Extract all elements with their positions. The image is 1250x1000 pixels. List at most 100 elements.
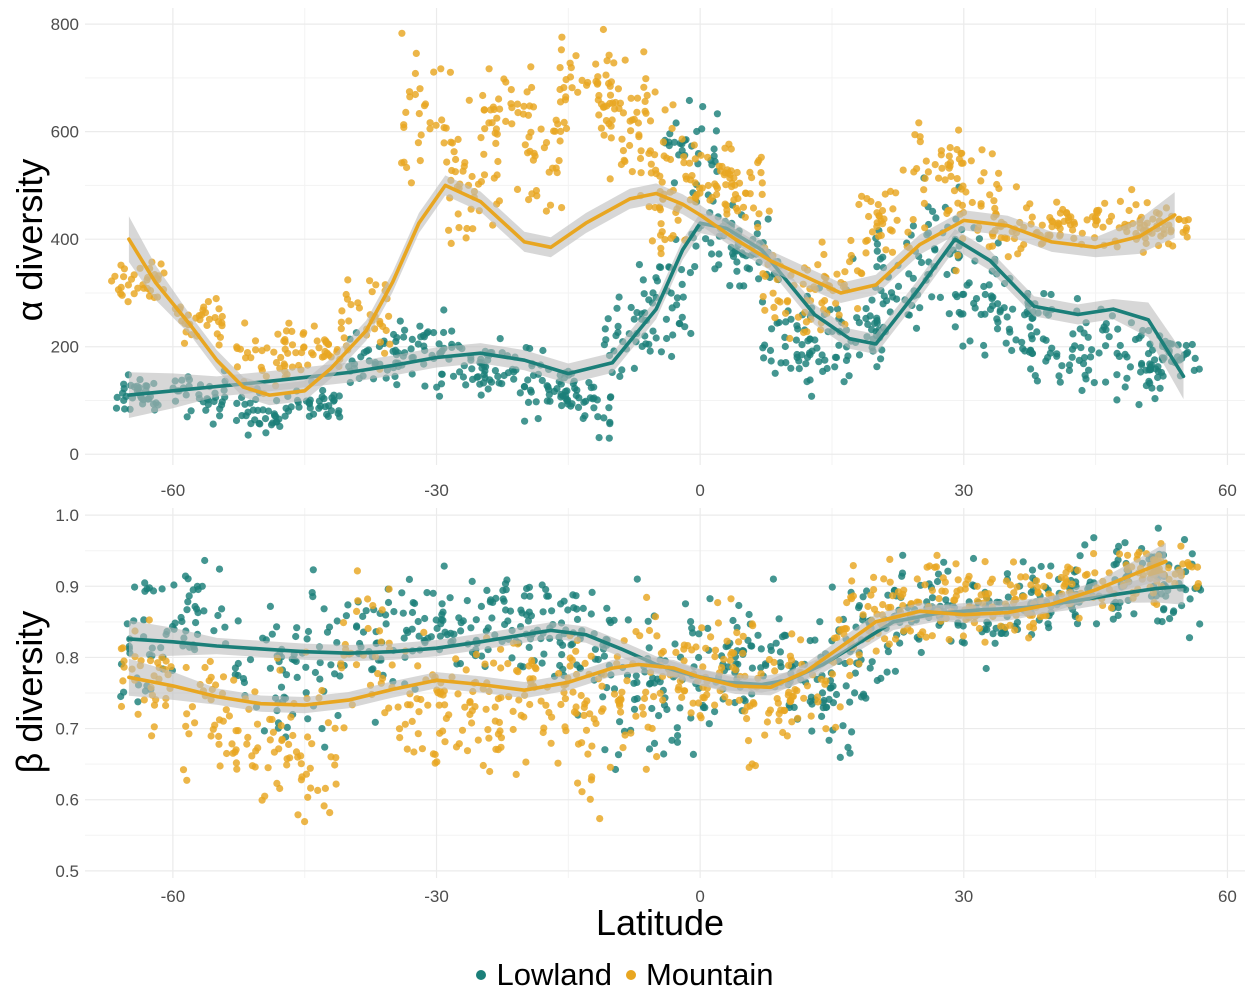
data-point xyxy=(477,602,485,611)
data-point xyxy=(154,659,162,667)
data-point xyxy=(421,382,429,390)
data-point xyxy=(994,239,1002,247)
data-point xyxy=(416,157,424,165)
data-point xyxy=(1012,183,1021,191)
data-point xyxy=(633,309,641,317)
data-point xyxy=(637,169,645,177)
data-point xyxy=(497,664,505,672)
data-point xyxy=(936,293,945,301)
data-point xyxy=(1056,224,1064,233)
data-point xyxy=(678,280,686,288)
data-point xyxy=(661,106,669,114)
data-point xyxy=(347,301,355,309)
data-point xyxy=(463,747,472,755)
data-point xyxy=(920,199,929,207)
data-point xyxy=(1070,218,1078,226)
data-point xyxy=(873,314,881,322)
data-point xyxy=(321,743,329,751)
data-point xyxy=(388,661,396,669)
data-point xyxy=(211,721,219,729)
data-point xyxy=(1028,349,1036,357)
data-point xyxy=(207,732,215,740)
data-point xyxy=(672,119,680,127)
data-point xyxy=(822,725,830,733)
data-point xyxy=(331,724,339,732)
data-point xyxy=(682,172,690,180)
data-point xyxy=(339,619,348,627)
data-point xyxy=(1053,352,1061,360)
data-point xyxy=(950,596,958,604)
data-point xyxy=(411,599,419,608)
data-point xyxy=(746,168,754,176)
data-point xyxy=(938,164,946,172)
data-point xyxy=(385,585,393,593)
data-point xyxy=(836,703,844,711)
data-point xyxy=(982,664,990,673)
data-point xyxy=(289,731,297,740)
data-point xyxy=(782,309,790,317)
data-point xyxy=(449,372,458,380)
data-point xyxy=(642,688,650,696)
data-point xyxy=(704,624,712,633)
data-point xyxy=(730,649,738,657)
data-point xyxy=(953,175,961,183)
data-point xyxy=(266,602,274,611)
data-point xyxy=(818,689,827,697)
data-point xyxy=(1011,626,1019,634)
data-point xyxy=(588,773,596,781)
data-point xyxy=(225,712,233,720)
data-point xyxy=(996,306,1005,314)
data-point xyxy=(599,705,607,713)
data-point xyxy=(610,690,619,698)
data-point xyxy=(223,749,231,758)
data-point xyxy=(699,693,707,702)
data-point xyxy=(188,703,196,711)
data-point xyxy=(1014,250,1022,258)
data-point xyxy=(1130,610,1138,618)
data-point xyxy=(440,562,448,570)
data-point xyxy=(538,376,546,385)
data-point xyxy=(988,150,996,158)
data-point xyxy=(859,611,867,619)
data-point xyxy=(333,617,341,625)
data-point xyxy=(534,415,542,423)
data-point xyxy=(251,688,259,696)
data-point xyxy=(865,212,873,221)
data-point xyxy=(522,758,530,766)
data-point xyxy=(642,75,650,83)
data-point xyxy=(450,630,458,638)
data-point xyxy=(490,174,498,182)
data-point xyxy=(438,116,446,124)
data-point xyxy=(706,196,714,204)
data-point xyxy=(944,161,952,169)
data-point xyxy=(733,623,741,632)
data-point xyxy=(969,554,978,563)
data-point xyxy=(735,179,744,187)
data-point xyxy=(468,172,476,181)
data-point xyxy=(480,106,488,114)
data-point xyxy=(870,573,878,582)
data-point xyxy=(855,200,863,209)
data-point xyxy=(706,595,714,603)
data-point xyxy=(302,689,310,697)
y-tick-label: 200 xyxy=(51,338,79,357)
data-point xyxy=(539,728,547,737)
data-point xyxy=(594,413,602,421)
data-point xyxy=(200,607,208,615)
data-point xyxy=(806,376,814,384)
mountain-smooth-line xyxy=(127,183,1177,397)
data-point xyxy=(528,190,536,198)
data-point xyxy=(1004,593,1012,601)
data-point xyxy=(883,668,891,676)
data-point xyxy=(1116,197,1124,205)
data-point xyxy=(1092,620,1101,628)
data-point xyxy=(711,653,719,661)
data-point xyxy=(215,341,223,349)
data-point xyxy=(627,303,635,312)
data-point xyxy=(474,180,483,188)
data-point xyxy=(513,185,522,193)
data-point xyxy=(1010,589,1018,597)
data-point xyxy=(170,581,178,589)
data-point xyxy=(481,125,489,133)
data-point xyxy=(532,665,540,673)
